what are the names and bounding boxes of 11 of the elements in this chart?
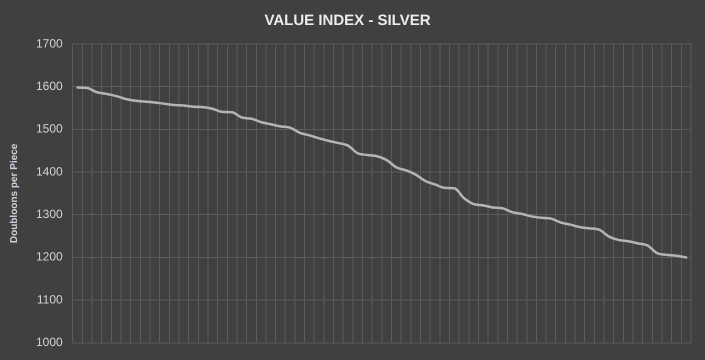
y-tick-label: 1200 — [36, 250, 64, 264]
y-tick-label: 1000 — [36, 335, 64, 350]
chart-title: VALUE INDEX - SILVER — [264, 12, 431, 30]
y-axis-title: Doubloons per Piece — [8, 143, 20, 244]
y-tick-label: 1400 — [36, 164, 64, 178]
y-tick-label: 1600 — [36, 79, 64, 93]
y-tick-label: 1300 — [36, 207, 64, 222]
y-tick-label: 1100 — [36, 292, 64, 306]
y-tick-label: 1500 — [36, 122, 64, 136]
line-series — [76, 86, 688, 259]
y-tick-label: 1700 — [36, 36, 64, 50]
